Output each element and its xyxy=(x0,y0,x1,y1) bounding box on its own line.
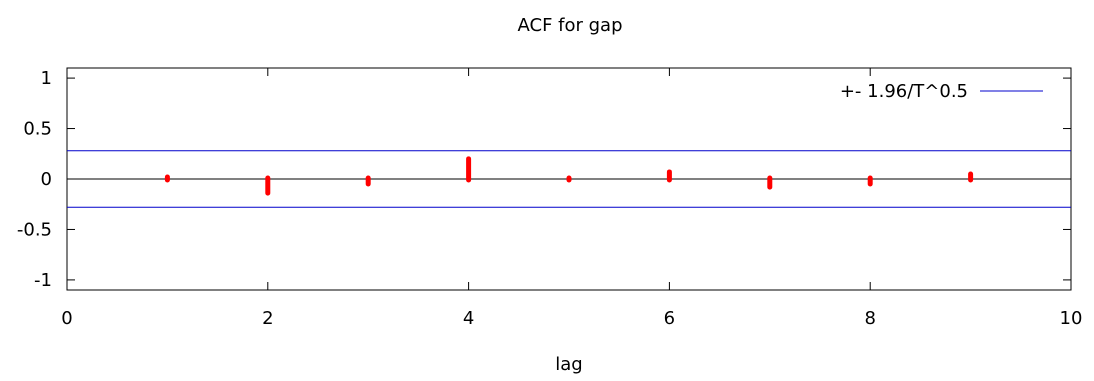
x-tick-label: 4 xyxy=(463,308,474,329)
y-tick-label: -0.5 xyxy=(17,219,52,240)
x-tick-label: 6 xyxy=(664,308,675,329)
y-tick-label: 1 xyxy=(41,68,52,89)
x-axis: 0 2 4 6 8 10 xyxy=(61,68,1082,329)
x-tick-label: 10 xyxy=(1060,308,1083,329)
y-axis: 1 0.5 0 -0.5 -1 xyxy=(17,68,1071,291)
y-tick-label: 0 xyxy=(41,169,52,190)
legend-label: +- 1.96/T^0.5 xyxy=(840,81,968,102)
y-tick-label: 0.5 xyxy=(23,119,52,140)
x-tick-label: 8 xyxy=(864,308,875,329)
x-axis-label: lag xyxy=(555,354,582,375)
x-tick-label: 0 xyxy=(61,308,72,329)
acf-bars xyxy=(164,156,974,196)
legend: +- 1.96/T^0.5 xyxy=(840,81,1043,102)
x-tick-label: 2 xyxy=(262,308,273,329)
chart-title: ACF for gap xyxy=(518,15,623,36)
y-tick-label: -1 xyxy=(34,270,52,291)
